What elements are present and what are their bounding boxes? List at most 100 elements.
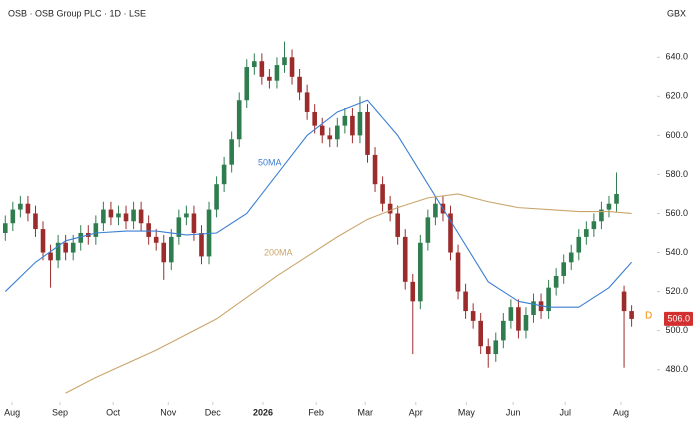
candle-body <box>18 203 23 210</box>
candle-body <box>508 307 514 321</box>
candle-body <box>614 193 619 204</box>
x-tick-label: Dec <box>205 407 222 417</box>
x-tick-label: Mar <box>357 407 373 417</box>
candle-body <box>493 340 499 355</box>
candle-body <box>410 281 416 302</box>
y-tick-label: 520.0 <box>665 286 688 296</box>
candle-body <box>40 229 46 253</box>
candle-body <box>184 213 189 218</box>
candle-body <box>319 125 325 136</box>
x-tick-label: Jul <box>559 407 571 417</box>
candle-body <box>576 236 582 253</box>
candle-body <box>335 125 340 140</box>
candle-body <box>568 252 574 263</box>
candle-body <box>199 233 204 257</box>
candle-body <box>70 242 76 253</box>
candle-body <box>25 203 31 214</box>
candle-body <box>214 184 219 210</box>
x-tick-label: Aug <box>4 407 20 417</box>
candle-body <box>55 242 61 261</box>
candle-body <box>327 135 333 140</box>
candle-body <box>425 217 431 243</box>
candle-body <box>10 209 16 224</box>
y-tick-label: 480.0 <box>665 364 688 374</box>
currency: GBX <box>667 8 686 18</box>
candle-body <box>221 164 227 185</box>
candle-body <box>2 223 8 233</box>
candle-body <box>433 203 438 218</box>
candle-body <box>629 311 634 319</box>
moving-average <box>4 99 633 308</box>
candle-body <box>274 65 280 81</box>
candle-body <box>531 301 536 315</box>
candle-body <box>78 233 84 243</box>
x-tick-label: Oct <box>106 407 121 417</box>
candle-body <box>304 92 310 112</box>
candle-body <box>599 209 604 222</box>
candle-body <box>357 111 363 136</box>
candle-body <box>229 139 234 165</box>
x-tick-label: May <box>458 407 476 417</box>
x-tick-label: 2026 <box>253 407 273 417</box>
candle-body <box>448 213 453 253</box>
candle-body <box>380 184 385 204</box>
line-label: 200MA <box>264 247 293 257</box>
y-tick-label: 600.0 <box>665 130 688 140</box>
line-label: 50MA <box>258 157 282 167</box>
candle-body <box>153 236 159 243</box>
candle-body <box>418 242 423 302</box>
candle-body <box>561 262 566 276</box>
candle-body <box>365 111 370 155</box>
x-tick-label: Jun <box>506 407 521 417</box>
y-tick-label: 580.0 <box>665 169 688 179</box>
candle-body <box>621 291 627 312</box>
last-price-box <box>664 311 693 326</box>
x-tick-label: Aug <box>613 407 629 417</box>
last-price-label: 506.0 <box>667 313 690 323</box>
candle-body <box>501 320 506 341</box>
candle-body <box>350 115 355 136</box>
y-tick-label: 560.0 <box>665 208 688 218</box>
x-tick-label: Sep <box>52 407 68 417</box>
candle-body <box>161 242 167 263</box>
candle-body <box>168 236 174 263</box>
candle-body <box>282 57 287 66</box>
candle-body <box>259 61 265 77</box>
candle-body <box>546 287 551 312</box>
candle-body <box>252 61 257 68</box>
candle-body <box>485 346 491 355</box>
candle-body <box>267 76 272 81</box>
candle-body <box>591 221 597 230</box>
x-tick-label: Apr <box>409 407 423 417</box>
candle-body <box>101 209 106 224</box>
candle-body <box>146 223 151 237</box>
candle-body <box>395 213 400 237</box>
candle-body <box>470 311 476 321</box>
candle-body <box>244 67 250 101</box>
candle-body <box>116 213 121 218</box>
y-tick-label: 620.0 <box>665 91 688 101</box>
candle-body <box>516 307 521 331</box>
candle-body <box>176 217 182 237</box>
y-tick-label: 500.0 <box>665 325 688 335</box>
candle-body <box>584 229 589 237</box>
moving-average <box>65 193 632 394</box>
candle-body <box>48 252 53 261</box>
candle-body <box>297 76 302 93</box>
candle-body <box>123 213 129 222</box>
candle-body <box>478 320 483 347</box>
candle-body <box>606 203 612 210</box>
x-tick-label: Feb <box>308 407 324 417</box>
marker: D <box>645 311 652 322</box>
candle-body <box>523 315 529 331</box>
candle-body <box>463 291 468 312</box>
candle-body <box>402 236 408 282</box>
candle-body <box>191 213 197 233</box>
candle-body <box>387 203 393 214</box>
candle-body <box>372 154 378 185</box>
candle-body <box>138 209 144 224</box>
candle-body <box>455 252 461 292</box>
candle-body <box>312 111 317 126</box>
candle-body <box>236 100 242 140</box>
candle-body <box>63 242 68 253</box>
